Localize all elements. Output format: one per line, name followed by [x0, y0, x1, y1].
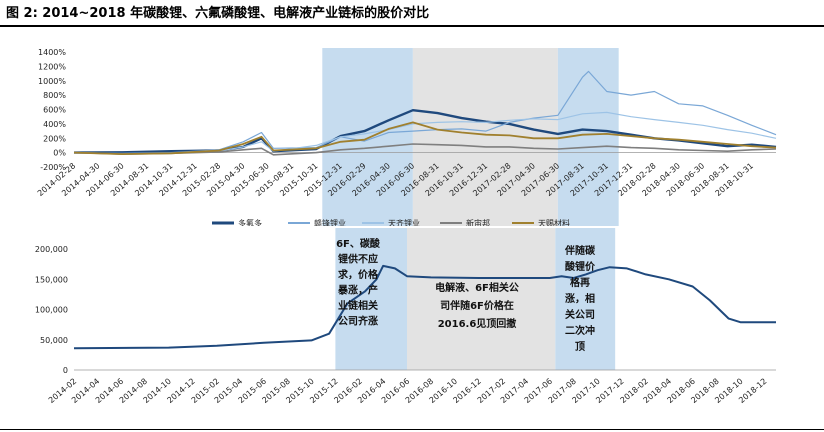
y-tick-label: 0 — [63, 366, 68, 375]
annotation-line: 格再 — [570, 276, 590, 289]
annotation-line: 业链相关 — [338, 299, 378, 312]
annotation-line: 酸锂价 — [565, 260, 596, 273]
legend-label: 新宙邦 — [466, 218, 490, 226]
legend-label: 多氟多 — [238, 218, 262, 226]
series-line-3 — [73, 111, 777, 155]
y-tick-label: 1200% — [38, 62, 66, 71]
annotation-line: 2016.6见顶回撤 — [438, 317, 517, 330]
legend-label: 天齐锂业 — [388, 218, 420, 226]
y-tick-label: -200% — [40, 163, 66, 172]
shaded-region-2 — [412, 48, 558, 226]
series-line-5 — [73, 121, 777, 155]
annotation-line: 二次冲 — [565, 324, 595, 337]
y-tick-label: 1400% — [38, 48, 66, 57]
y-tick-label: 50,000 — [40, 336, 68, 345]
figure-title: 图 2: 2014~2018 年碳酸锂、六氟磷酸锂、电解液产业链标的股价对比 — [6, 6, 430, 21]
annotation-line: 锂供不应 — [338, 253, 378, 266]
stock-price-chart: 1400%1200%1000%800%600%400%200%0%-200% 2… — [36, 48, 777, 226]
legend-label: 天赐材料 — [538, 218, 570, 226]
y-tick-label: 600% — [43, 106, 66, 115]
annotation-line: 涨，相 — [565, 292, 595, 305]
y-tick-label: 100,000 — [35, 306, 68, 315]
annotation-line: 司伴随6F价格在 — [440, 299, 514, 312]
annotation-line: 6F、碳酸 — [336, 237, 381, 250]
annotation-line: 关公司 — [565, 308, 595, 321]
y-tick-label: 800% — [43, 91, 66, 100]
y-tick-label: 0% — [53, 149, 66, 158]
annotation-line: 公司齐涨 — [338, 315, 378, 328]
shaded-region-1 — [322, 48, 413, 226]
price-line — [73, 264, 776, 350]
legend-label: 赣锋锂业 — [314, 218, 346, 226]
annotation-line: 求，价格 — [338, 268, 379, 281]
y-tick-label: 1000% — [38, 77, 66, 86]
y-tick-label: 150,000 — [35, 275, 68, 284]
y-tick-label: 400% — [43, 120, 66, 129]
title-rule — [0, 25, 824, 27]
annotation-line: 伴随碳 — [564, 244, 596, 257]
series-line-4 — [73, 143, 777, 156]
shaded-region-1 — [335, 228, 407, 370]
shaded-region-3 — [555, 228, 616, 370]
annotation-line: 电解液、6F相关公 — [435, 281, 519, 294]
series-line-2 — [73, 70, 777, 154]
y-tick-label: 200% — [43, 134, 66, 143]
shaded-region-2 — [407, 228, 556, 370]
annotation-line: 顶 — [575, 341, 585, 353]
bottom-rule — [0, 429, 824, 430]
y-tick-label: 200,000 — [35, 245, 68, 254]
annotation-line: 暴涨，产 — [337, 284, 378, 297]
